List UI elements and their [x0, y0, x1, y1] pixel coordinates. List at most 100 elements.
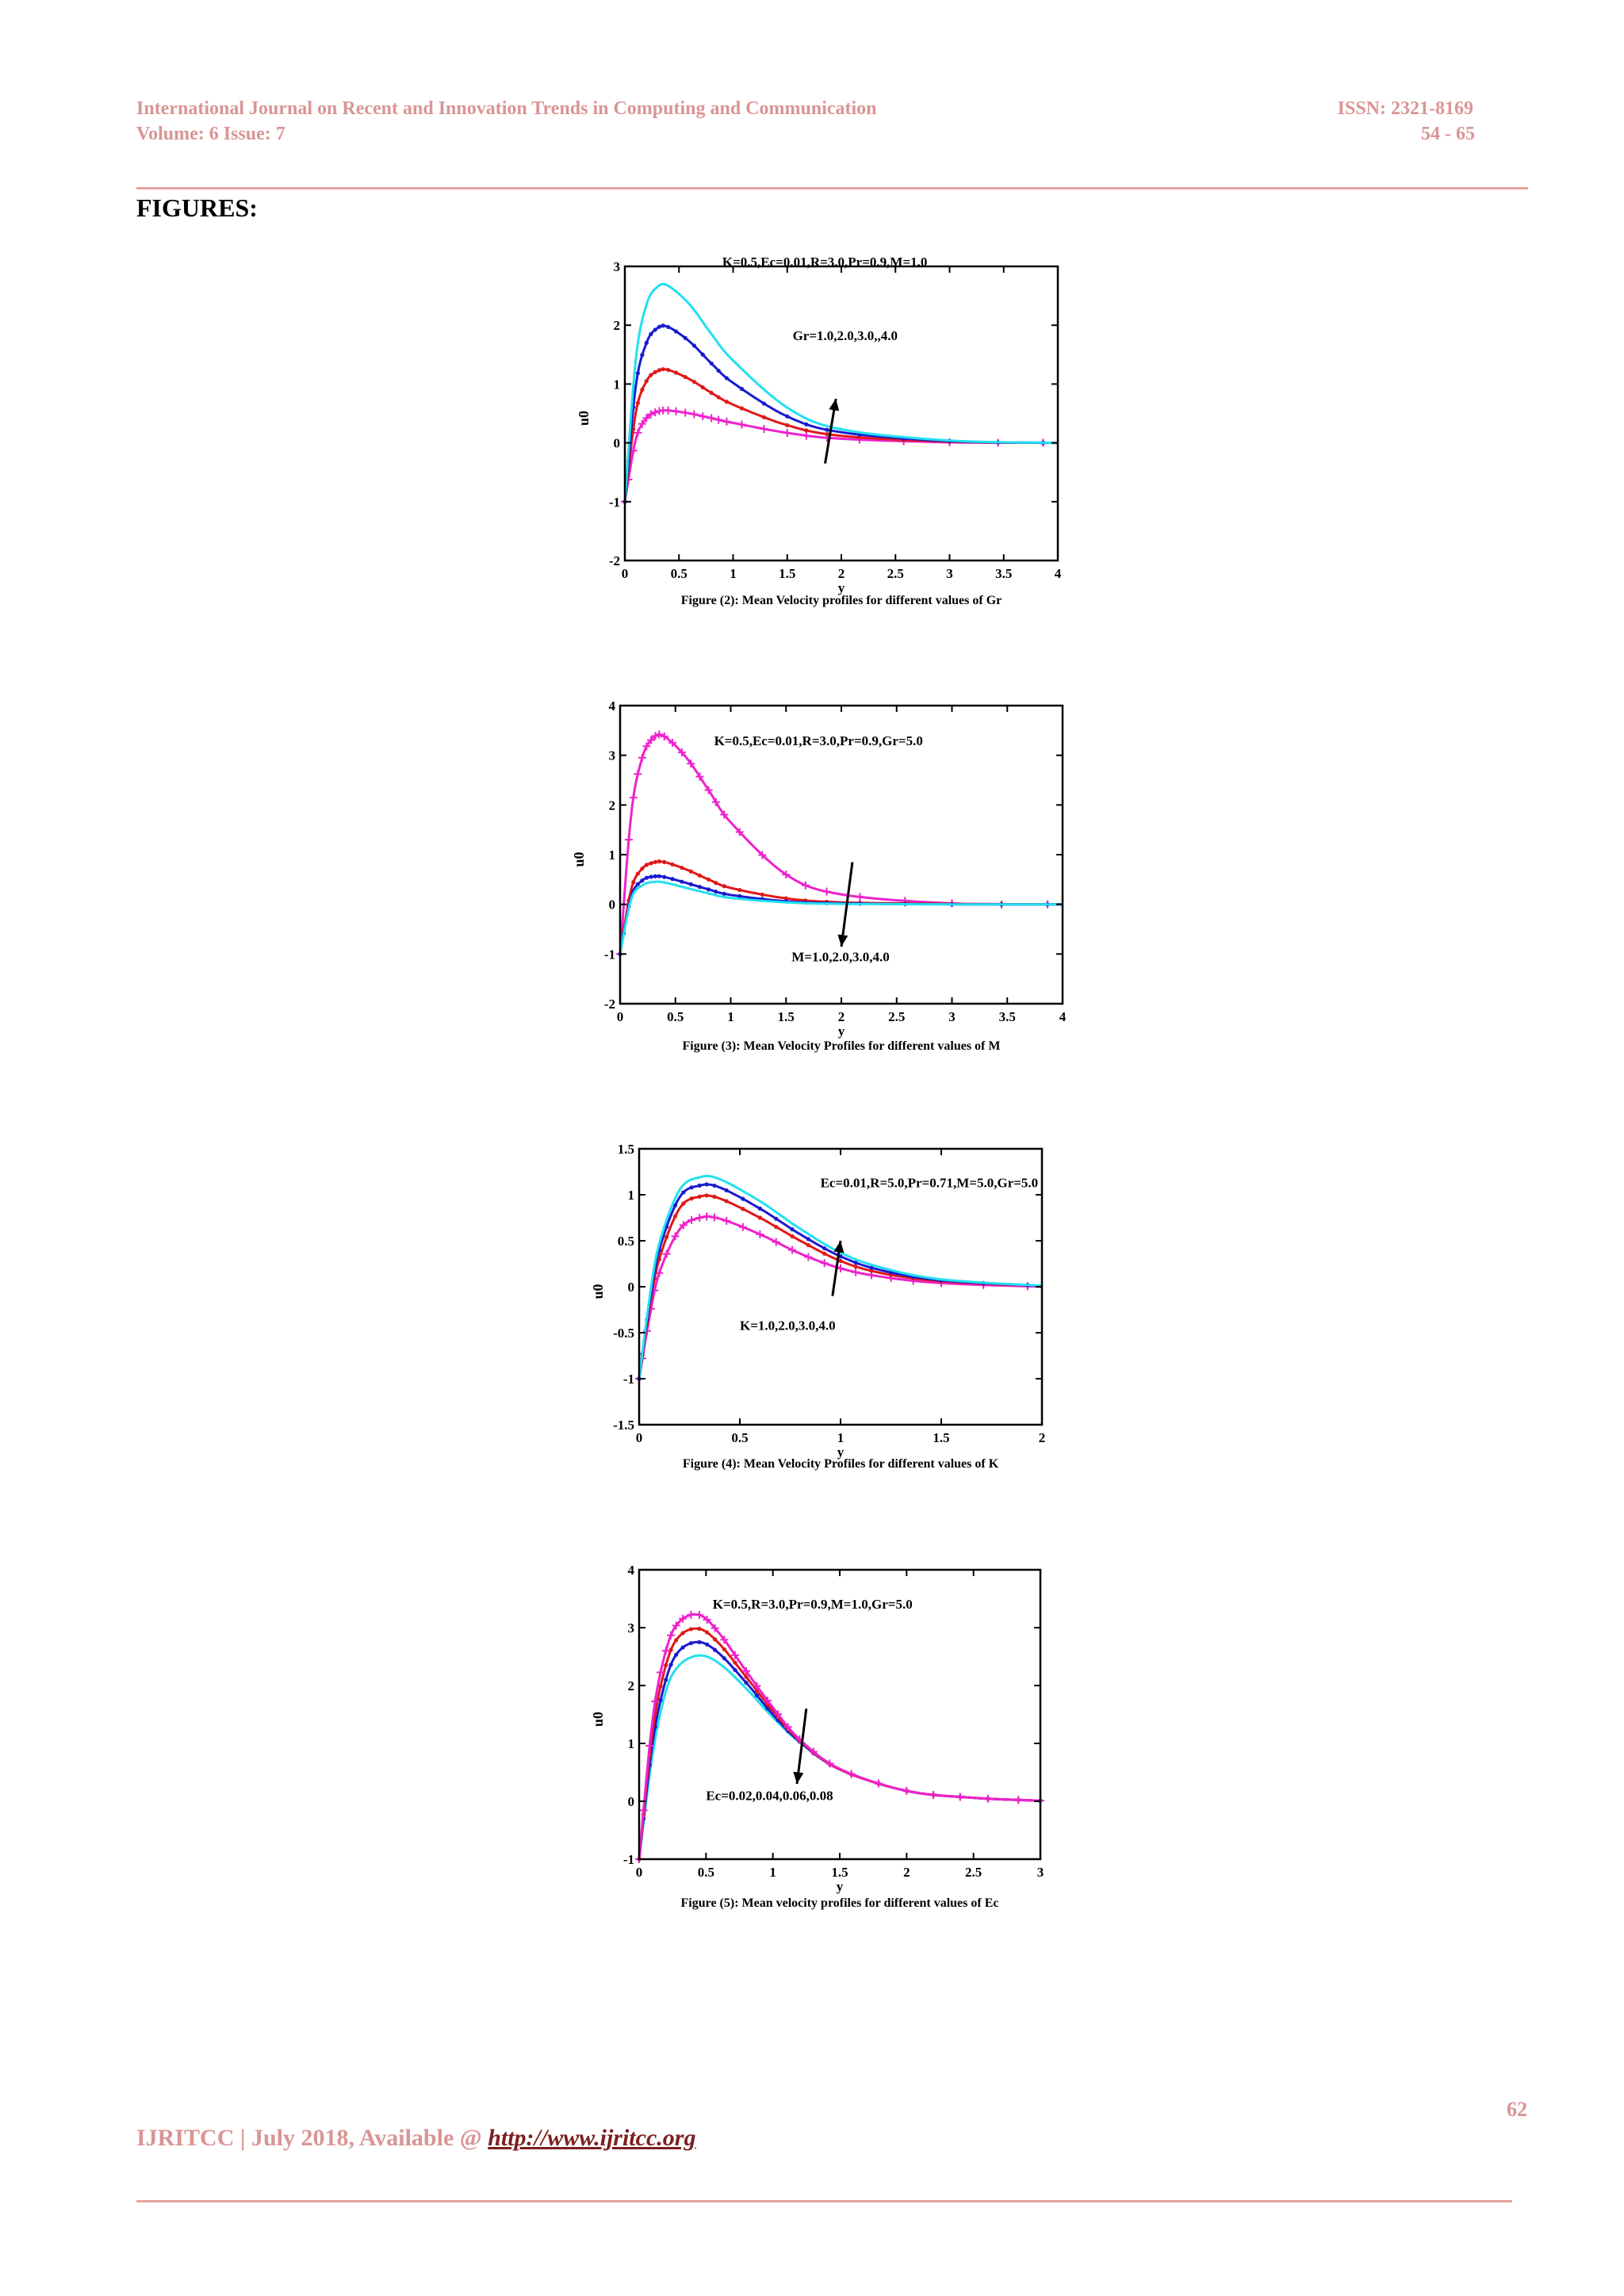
- series-marker-blue: [737, 894, 742, 898]
- series-marker-magenta: [782, 871, 791, 879]
- series-marker-red: [785, 423, 790, 427]
- series-marker-magenta: [687, 1610, 695, 1619]
- series-marker-magenta: [677, 748, 686, 757]
- series-marker-magenta: [704, 786, 713, 794]
- series-marker-red: [712, 1194, 717, 1200]
- series-line-red: [638, 1627, 1041, 1860]
- footer-link[interactable]: http://www.ijritcc.org: [488, 2125, 696, 2151]
- series-marker-red: [673, 370, 679, 375]
- series-marker-magenta: [711, 798, 720, 806]
- issn: ISSN: 2321-8169: [1337, 98, 1473, 119]
- series-marker-red: [707, 877, 711, 882]
- series-marker-magenta: [929, 1790, 938, 1799]
- series-marker-magenta: [731, 1651, 740, 1659]
- x-tick-label: 2.5: [887, 566, 904, 581]
- journal-title: International Journal on Recent and Inno…: [136, 98, 877, 119]
- page-number: 62: [1507, 2098, 1527, 2121]
- series-marker-red: [631, 880, 636, 885]
- series-marker-blue: [644, 875, 649, 880]
- series-marker-red: [674, 1638, 679, 1643]
- x-tick-label: 1.5: [779, 566, 795, 581]
- series-marker-blue: [635, 371, 640, 376]
- header-rule: [136, 187, 1528, 189]
- series-marker-red: [680, 1631, 685, 1636]
- y-tick-label: 1: [628, 1736, 635, 1751]
- series-marker-red: [825, 432, 829, 437]
- y-tick-label: 0: [609, 897, 616, 913]
- series-marker-red: [653, 369, 657, 375]
- x-tick-label: 2: [838, 566, 845, 581]
- series-marker-magenta: [703, 1212, 711, 1221]
- series-marker-blue: [653, 327, 657, 332]
- series-marker-red: [662, 859, 667, 864]
- y-tick-label: 2: [614, 318, 621, 333]
- series-marker-red: [664, 1663, 668, 1668]
- series-marker-red: [681, 1201, 686, 1206]
- figure-3: 0 0.5 1 1.5 2 2.5 3 3.5 4 -2 -1 0 1 2 3 4 y u0 K=0.5,Ec=0.…: [571, 698, 1067, 1053]
- y-tick-label: 1.5: [618, 1142, 634, 1157]
- series-marker-magenta: [772, 1238, 780, 1246]
- series-marker-blue: [761, 401, 767, 406]
- series-marker-blue: [691, 343, 696, 348]
- arrow-annotation: K=1.0,2.0,3.0,4.0: [740, 1318, 836, 1334]
- series-marker-red: [733, 1660, 737, 1665]
- series-marker-blue: [705, 1642, 710, 1647]
- series-marker-blue: [649, 874, 653, 879]
- series-marker-blue: [657, 874, 661, 878]
- series-marker-red: [744, 1674, 749, 1679]
- series-marker-blue: [713, 1647, 718, 1652]
- y-tick-label: -2: [609, 553, 620, 568]
- series-marker-magenta: [655, 730, 664, 739]
- series-marker-magenta: [660, 732, 668, 740]
- series-marker-magenta: [638, 419, 646, 428]
- series-marker-red: [869, 1269, 874, 1273]
- y-axis-label: u0: [571, 851, 587, 867]
- parameter-annotation: Ec=0.01,R=5.0,Pr=0.71,M=5.0,Gr=5.0: [821, 1176, 1039, 1191]
- figure-2: 0 0.5 1 1.5 2 2.5 3 3.5 4 -2 -1 0 1 2 3 y u0 K=0.5,Ec=0.0…: [576, 254, 1062, 607]
- x-tick-label: 3: [948, 1009, 956, 1024]
- series-marker-blue: [744, 1680, 749, 1685]
- series-marker-magenta: [760, 424, 768, 433]
- series-marker-blue: [657, 324, 662, 329]
- series-marker-blue: [697, 1640, 702, 1644]
- series-marker-red: [691, 379, 696, 385]
- series-marker-magenta: [645, 1742, 654, 1751]
- series-marker-red: [689, 1196, 694, 1201]
- figure-caption: Figure (2): Mean Velocity profiles for d…: [681, 594, 1002, 607]
- x-tick-label: 0: [617, 1009, 624, 1024]
- series-marker-red: [760, 892, 764, 897]
- series-marker-magenta: [642, 742, 651, 751]
- series-marker-blue: [664, 1678, 668, 1682]
- arrow-annotation: Ec=0.02,0.04,0.06,0.08: [706, 1789, 833, 1804]
- x-axis-label: y: [837, 1879, 844, 1894]
- series-marker-blue: [644, 340, 649, 346]
- series-marker-blue: [724, 1188, 729, 1193]
- series-marker-red: [683, 374, 688, 380]
- series-marker-magenta: [983, 1794, 992, 1803]
- series-marker-magenta: [852, 1268, 860, 1276]
- series-line-magenta: [623, 409, 1058, 503]
- y-tick-label: -1: [604, 947, 615, 962]
- trend-arrow: [795, 1709, 808, 1785]
- series-marker-magenta: [707, 414, 716, 423]
- x-tick-label: 2: [1039, 1430, 1046, 1445]
- series-marker-magenta: [722, 1216, 731, 1225]
- page-range: 54 - 65: [1421, 124, 1475, 144]
- series-marker-magenta: [874, 1779, 883, 1788]
- y-tick-label: 1: [628, 1188, 635, 1203]
- x-tick-label: 2.5: [965, 1865, 982, 1880]
- series-marker-magenta: [687, 760, 695, 768]
- y-tick-label: -1: [623, 1852, 634, 1867]
- trend-arrow: [840, 862, 854, 947]
- series-marker-red: [697, 1194, 702, 1199]
- series-marker-magenta: [801, 881, 810, 890]
- x-tick-label: 4: [1059, 1009, 1067, 1024]
- x-tick-label: 1.5: [831, 1865, 848, 1880]
- series-marker-blue: [661, 323, 665, 328]
- series-marker-red: [665, 1234, 669, 1239]
- y-tick-label: 4: [609, 698, 616, 714]
- x-tick-label: 2.5: [888, 1009, 905, 1024]
- series-marker-blue: [709, 361, 714, 366]
- series-marker-red: [774, 1224, 779, 1230]
- series-marker-magenta: [774, 1710, 783, 1719]
